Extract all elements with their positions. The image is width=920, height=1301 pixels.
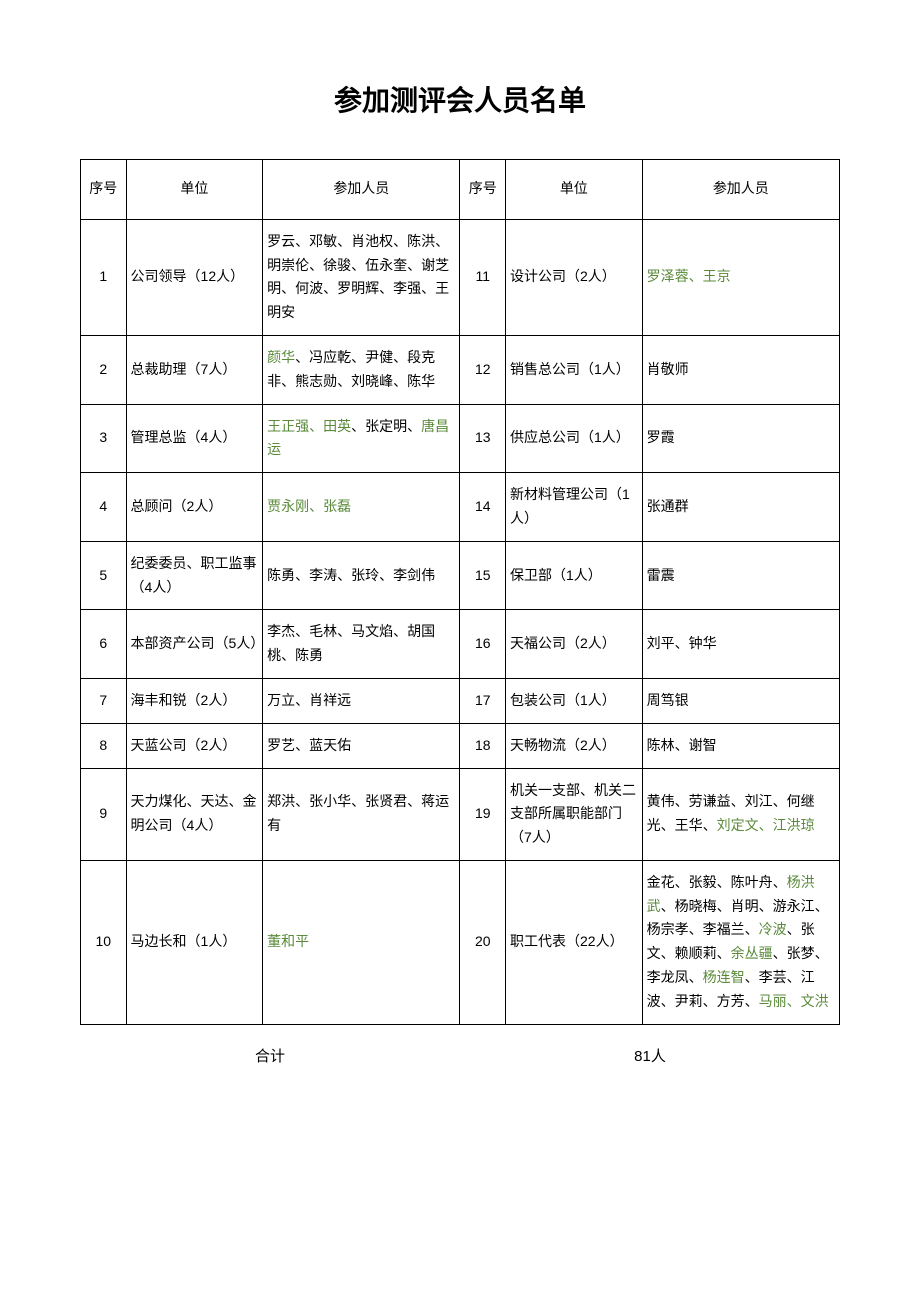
cell-unit: 纪委委员、职工监事（4人） [126, 541, 263, 610]
cell-people: 董和平 [263, 860, 460, 1024]
cell-seq: 5 [81, 541, 127, 610]
cell-people: 罗艺、蓝天佑 [263, 723, 460, 768]
total-value: 81人 [460, 1045, 840, 1066]
cell-unit: 本部资产公司（5人） [126, 610, 263, 679]
cell-unit: 马边长和（1人） [126, 860, 263, 1024]
cell-people: 王正强、田英、张定明、唐昌运 [263, 404, 460, 473]
cell-unit: 职工代表（22人） [506, 860, 643, 1024]
header-unit-2: 单位 [506, 159, 643, 219]
table-row: 4总顾问（2人）贾永刚、张磊14新材料管理公司（1人）张通群 [81, 473, 840, 542]
cell-seq: 3 [81, 404, 127, 473]
cell-unit: 新材料管理公司（1人） [506, 473, 643, 542]
table-row: 9天力煤化、天达、金明公司（4人）郑洪、张小华、张贤君、蒋运有19机关一支部、机… [81, 768, 840, 860]
header-people-1: 参加人员 [263, 159, 460, 219]
header-unit-1: 单位 [126, 159, 263, 219]
cell-seq: 7 [81, 678, 127, 723]
table-row: 8天蓝公司（2人）罗艺、蓝天佑18天畅物流（2人）陈林、谢智 [81, 723, 840, 768]
cell-unit: 天力煤化、天达、金明公司（4人） [126, 768, 263, 860]
header-people-2: 参加人员 [642, 159, 839, 219]
cell-seq: 16 [460, 610, 506, 679]
cell-unit: 保卫部（1人） [506, 541, 643, 610]
cell-seq: 9 [81, 768, 127, 860]
table-row: 3管理总监（4人）王正强、田英、张定明、唐昌运13供应总公司（1人）罗霞 [81, 404, 840, 473]
table-header-row: 序号 单位 参加人员 序号 单位 参加人员 [81, 159, 840, 219]
cell-unit: 销售总公司（1人） [506, 335, 643, 404]
cell-unit: 设计公司（2人） [506, 219, 643, 335]
table-row: 7海丰和锐（2人）万立、肖祥远17包装公司（1人）周笃银 [81, 678, 840, 723]
cell-seq: 8 [81, 723, 127, 768]
cell-people: 罗霞 [642, 404, 839, 473]
cell-unit: 机关一支部、机关二支部所属职能部门（7人） [506, 768, 643, 860]
cell-unit: 公司领导（12人） [126, 219, 263, 335]
table-row: 2总裁助理（7人）颜华、冯应乾、尹健、段克非、熊志勋、刘晓峰、陈华12销售总公司… [81, 335, 840, 404]
cell-unit: 供应总公司（1人） [506, 404, 643, 473]
table-row: 10马边长和（1人）董和平20职工代表（22人）金花、张毅、陈叶舟、杨洪武、杨晓… [81, 860, 840, 1024]
cell-people: 颜华、冯应乾、尹健、段克非、熊志勋、刘晓峰、陈华 [263, 335, 460, 404]
cell-seq: 15 [460, 541, 506, 610]
table-row: 1公司领导（12人）罗云、邓敏、肖池权、陈洪、明崇伦、徐骏、伍永奎、谢芝明、何波… [81, 219, 840, 335]
cell-seq: 10 [81, 860, 127, 1024]
cell-unit: 天蓝公司（2人） [126, 723, 263, 768]
cell-people: 陈林、谢智 [642, 723, 839, 768]
cell-seq: 2 [81, 335, 127, 404]
cell-people: 黄伟、劳谦益、刘江、何继光、王华、刘定文、江洪琼 [642, 768, 839, 860]
cell-people: 李杰、毛林、马文焰、胡国桃、陈勇 [263, 610, 460, 679]
cell-unit: 海丰和锐（2人） [126, 678, 263, 723]
table-body: 1公司领导（12人）罗云、邓敏、肖池权、陈洪、明崇伦、徐骏、伍永奎、谢芝明、何波… [81, 219, 840, 1024]
cell-people: 罗云、邓敏、肖池权、陈洪、明崇伦、徐骏、伍永奎、谢芝明、何波、罗明辉、李强、王明… [263, 219, 460, 335]
cell-people: 郑洪、张小华、张贤君、蒋运有 [263, 768, 460, 860]
cell-seq: 14 [460, 473, 506, 542]
cell-seq: 19 [460, 768, 506, 860]
header-seq-2: 序号 [460, 159, 506, 219]
cell-seq: 6 [81, 610, 127, 679]
cell-people: 刘平、钟华 [642, 610, 839, 679]
cell-unit: 管理总监（4人） [126, 404, 263, 473]
cell-seq: 13 [460, 404, 506, 473]
header-seq-1: 序号 [81, 159, 127, 219]
cell-seq: 20 [460, 860, 506, 1024]
cell-people: 贾永刚、张磊 [263, 473, 460, 542]
cell-people: 肖敬师 [642, 335, 839, 404]
personnel-table: 序号 单位 参加人员 序号 单位 参加人员 1公司领导（12人）罗云、邓敏、肖池… [80, 159, 840, 1025]
cell-people: 罗泽蓉、王京 [642, 219, 839, 335]
cell-unit: 天畅物流（2人） [506, 723, 643, 768]
cell-seq: 4 [81, 473, 127, 542]
cell-unit: 天福公司（2人） [506, 610, 643, 679]
cell-seq: 12 [460, 335, 506, 404]
cell-seq: 11 [460, 219, 506, 335]
cell-people: 张通群 [642, 473, 839, 542]
cell-people: 雷震 [642, 541, 839, 610]
cell-people: 金花、张毅、陈叶舟、杨洪武、杨晓梅、肖明、游永江、杨宗孝、李福兰、冷波、张文、赖… [642, 860, 839, 1024]
page-title: 参加测评会人员名单 [80, 79, 840, 119]
cell-people: 万立、肖祥远 [263, 678, 460, 723]
footer-row: 合计 81人 [80, 1045, 840, 1066]
cell-unit: 总顾问（2人） [126, 473, 263, 542]
table-row: 6本部资产公司（5人）李杰、毛林、马文焰、胡国桃、陈勇16天福公司（2人）刘平、… [81, 610, 840, 679]
cell-people: 陈勇、李涛、张玲、李剑伟 [263, 541, 460, 610]
cell-people: 周笃银 [642, 678, 839, 723]
cell-unit: 总裁助理（7人） [126, 335, 263, 404]
cell-seq: 17 [460, 678, 506, 723]
cell-unit: 包装公司（1人） [506, 678, 643, 723]
cell-seq: 18 [460, 723, 506, 768]
cell-seq: 1 [81, 219, 127, 335]
total-label: 合计 [80, 1045, 460, 1066]
table-row: 5纪委委员、职工监事（4人）陈勇、李涛、张玲、李剑伟15保卫部（1人）雷震 [81, 541, 840, 610]
